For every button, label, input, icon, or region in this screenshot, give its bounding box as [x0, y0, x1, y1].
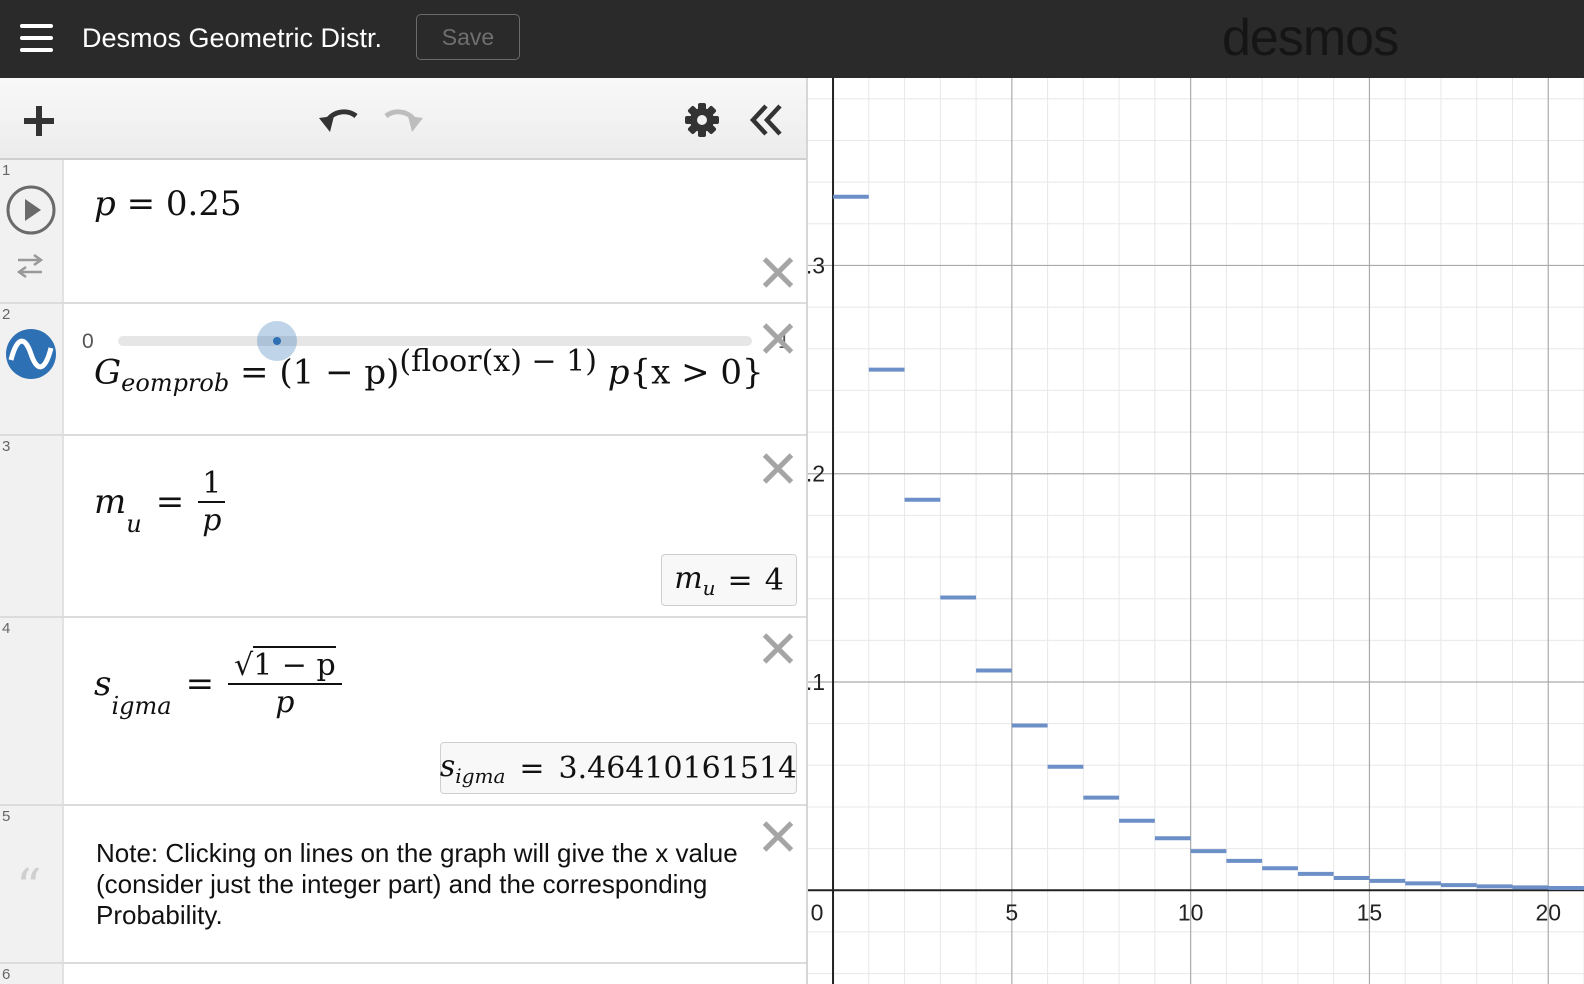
graph-title[interactable]: Desmos Geometric Distr. — [82, 23, 383, 53]
expression-gutter: 6 — [0, 964, 64, 984]
expression-gutter: 2 — [0, 304, 64, 434]
expression-number: 1 — [2, 162, 11, 179]
slider-expression[interactable]: p = 0.25 — [94, 184, 242, 224]
sqrt: √1 − p — [234, 646, 336, 683]
geomprob-expression[interactable]: Geomprob = (1 − p)(floor(x) − 1) p{x > 0… — [94, 344, 764, 398]
slider-handle[interactable] — [256, 321, 297, 361]
expression-gutter: 4 — [0, 618, 64, 804]
expression-row-sigma[interactable]: 4 s igma = √1 − p p sigma = 3.46410161514 — [0, 618, 806, 806]
expression-number: 2 — [2, 306, 11, 323]
expression-number: 4 — [2, 620, 11, 637]
fraction: 1 p — [198, 466, 226, 538]
delete-expression-button[interactable] — [762, 820, 794, 852]
expression-gutter: 3 — [0, 436, 64, 616]
note-quote-icon: “ — [16, 858, 42, 916]
expression-number: 5 — [2, 808, 11, 825]
expression-row-note[interactable]: 5 “ Note: Clicking on lines on the graph… — [0, 806, 806, 964]
save-button[interactable]: Save — [416, 14, 520, 60]
y-tick-label: 0.1 — [808, 669, 825, 695]
delete-expression-button[interactable] — [762, 452, 794, 484]
expression-toolbar — [0, 78, 806, 160]
x-tick-label: 10 — [1178, 899, 1204, 925]
expression-row-empty[interactable]: 6 — [0, 964, 806, 984]
fraction: √1 − p p — [228, 646, 342, 720]
expression-row-geomprob[interactable]: 2 Geomprob = (1 − p)(floor(x) − 1) p{x >… — [0, 304, 806, 436]
note-text[interactable]: Note: Clicking on lines on the graph wil… — [96, 838, 738, 930]
slider-handle-dot — [272, 337, 281, 345]
graph-paper[interactable]: 0 5 10 15 20 0.1 0.2 0.3 — [808, 78, 1584, 984]
top-bar: Desmos Geometric Distr. Save desmos — [0, 0, 1584, 78]
mu-result[interactable]: mu = 4 — [661, 554, 797, 606]
x-tick-label: 15 — [1357, 899, 1383, 925]
collapse-icon[interactable] — [748, 102, 786, 138]
plus-icon[interactable] — [22, 104, 56, 138]
sigma-expression[interactable]: s igma = √1 − p p — [94, 646, 342, 720]
graph-canvas[interactable]: 0 5 10 15 20 0.1 0.2 0.3 — [808, 78, 1584, 984]
gear-icon[interactable] — [684, 102, 720, 138]
expression-number: 3 — [2, 438, 11, 455]
undo-icon[interactable] — [316, 102, 360, 136]
delete-expression-button[interactable] — [762, 322, 794, 354]
delete-expression-button[interactable] — [762, 256, 794, 288]
x-tick-label: 20 — [1535, 899, 1561, 925]
menu-icon[interactable] — [20, 22, 54, 54]
expression-gutter: 5 “ — [0, 806, 64, 962]
desmos-logo: desmos — [1222, 9, 1399, 67]
y-tick-label: 0.3 — [808, 252, 825, 278]
slider-track[interactable] — [118, 336, 752, 346]
redo-icon[interactable] — [382, 102, 426, 136]
expression-number: 6 — [2, 966, 11, 983]
y-tick-label: 0.2 — [808, 461, 825, 487]
play-icon[interactable] — [5, 184, 59, 238]
sigma-result[interactable]: sigma = 3.46410161514 — [440, 742, 797, 794]
graph-color-icon[interactable] — [5, 328, 59, 382]
loop-icon[interactable] — [14, 252, 46, 280]
expression-panel: 1 p = 0.25 0 1 2 Geom — [0, 78, 808, 984]
expression-gutter: 1 — [0, 160, 64, 302]
delete-expression-button[interactable] — [762, 632, 794, 664]
slider-min-label[interactable]: 0 — [82, 330, 94, 353]
x-tick-label: 0 — [811, 899, 824, 925]
expression-row-slider[interactable]: 1 p = 0.25 0 1 — [0, 160, 806, 361]
x-tick-label: 5 — [1005, 899, 1018, 925]
